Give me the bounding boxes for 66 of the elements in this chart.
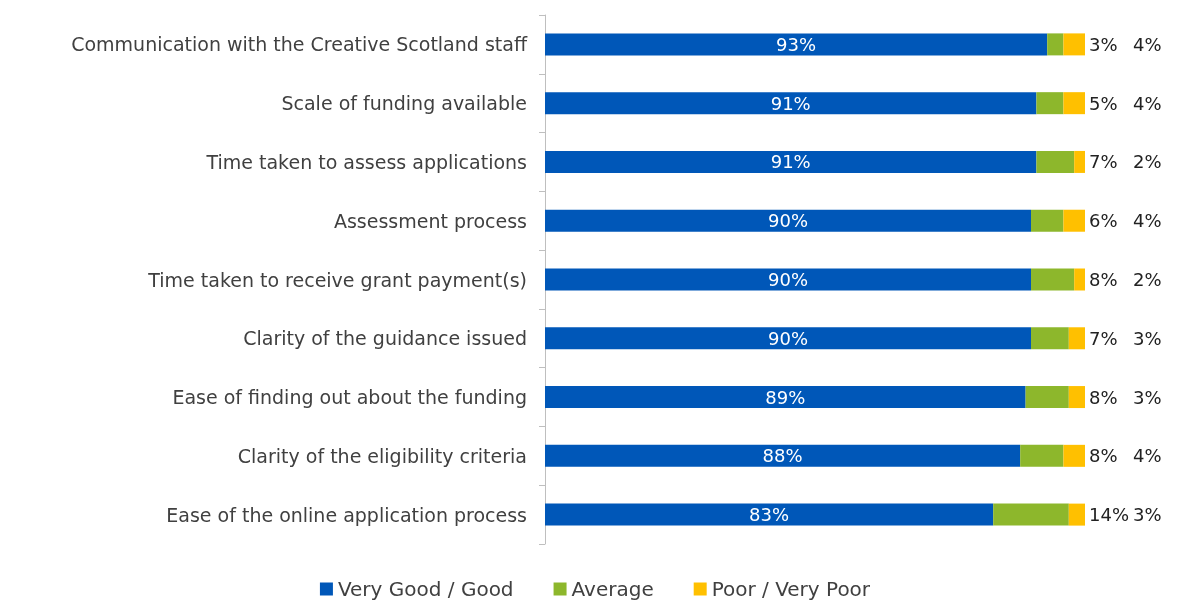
y-tick-label: Ease of the online application process (166, 503, 527, 526)
data-label: 3% (1089, 33, 1118, 55)
y-tick-label: Clarity of the guidance issued (243, 327, 527, 350)
y-tick-label: Time taken to assess applications (205, 150, 527, 173)
data-label: 7% (1089, 327, 1118, 349)
bar (1036, 92, 1064, 115)
data-label: 4% (1133, 92, 1162, 114)
bar (1031, 327, 1069, 350)
bar (545, 150, 1037, 173)
data-label: 8% (1089, 445, 1118, 467)
y-tick-label: Communication with the Creative Scotland staff (71, 33, 528, 56)
bar (1068, 503, 1085, 526)
bar (545, 444, 1021, 467)
bar (993, 503, 1069, 526)
data-label: 4% (1133, 445, 1162, 467)
bar (545, 33, 1048, 56)
bar (1074, 268, 1085, 291)
data-label: 6% (1089, 210, 1118, 232)
data-label: 90% (767, 269, 809, 290)
data-label: 89% (765, 386, 806, 408)
data-label: 88% (762, 445, 803, 467)
bar (545, 327, 1031, 350)
bar (545, 209, 1031, 232)
legend-label: Poor / Very Poor (711, 577, 871, 601)
bar (1063, 444, 1085, 467)
data-label: 7% (1089, 151, 1118, 173)
data-label: 14% (1089, 504, 1130, 526)
bar (545, 503, 994, 526)
bar (1068, 327, 1085, 350)
y-tick-label: Ease of finding out about the funding (172, 386, 527, 409)
data-label: 2% (1133, 269, 1162, 290)
legend-label: Very Good / Good (337, 577, 514, 601)
bar (1031, 209, 1064, 232)
legend-label: Average (571, 577, 654, 601)
data-label: 2% (1133, 151, 1162, 173)
data-label: 4% (1133, 210, 1162, 232)
bar (1063, 209, 1085, 232)
data-label: 4% (1133, 33, 1162, 55)
bar (1047, 33, 1064, 56)
data-label: 8% (1089, 269, 1118, 290)
data-label: 90% (767, 327, 809, 349)
y-tick-label: Clarity of the eligibility criteria (237, 444, 527, 467)
bar (1074, 150, 1085, 173)
data-label: 5% (1089, 92, 1118, 114)
data-label: 8% (1089, 386, 1118, 408)
bar (1020, 444, 1064, 467)
data-label: 3% (1133, 504, 1162, 526)
data-label: 3% (1133, 327, 1162, 349)
bar (545, 386, 1026, 409)
y-tick-label: Assessment process (333, 209, 527, 232)
bar (1068, 386, 1085, 409)
bar (1031, 268, 1075, 291)
data-label: 91% (770, 151, 811, 173)
y-tick-label: Time taken to receive grant payment(s) (147, 268, 527, 291)
bar (545, 92, 1037, 115)
data-label: 90% (767, 210, 809, 232)
bar (1063, 92, 1085, 115)
bar (1036, 150, 1075, 173)
bar (1025, 386, 1069, 409)
data-label: 91% (770, 92, 811, 114)
data-label: 83% (749, 504, 790, 526)
bar (1063, 33, 1085, 56)
data-label: 93% (776, 33, 817, 55)
data-label: 3% (1133, 386, 1162, 408)
y-tick-label: Scale of funding available (281, 92, 527, 115)
bar (545, 268, 1031, 291)
